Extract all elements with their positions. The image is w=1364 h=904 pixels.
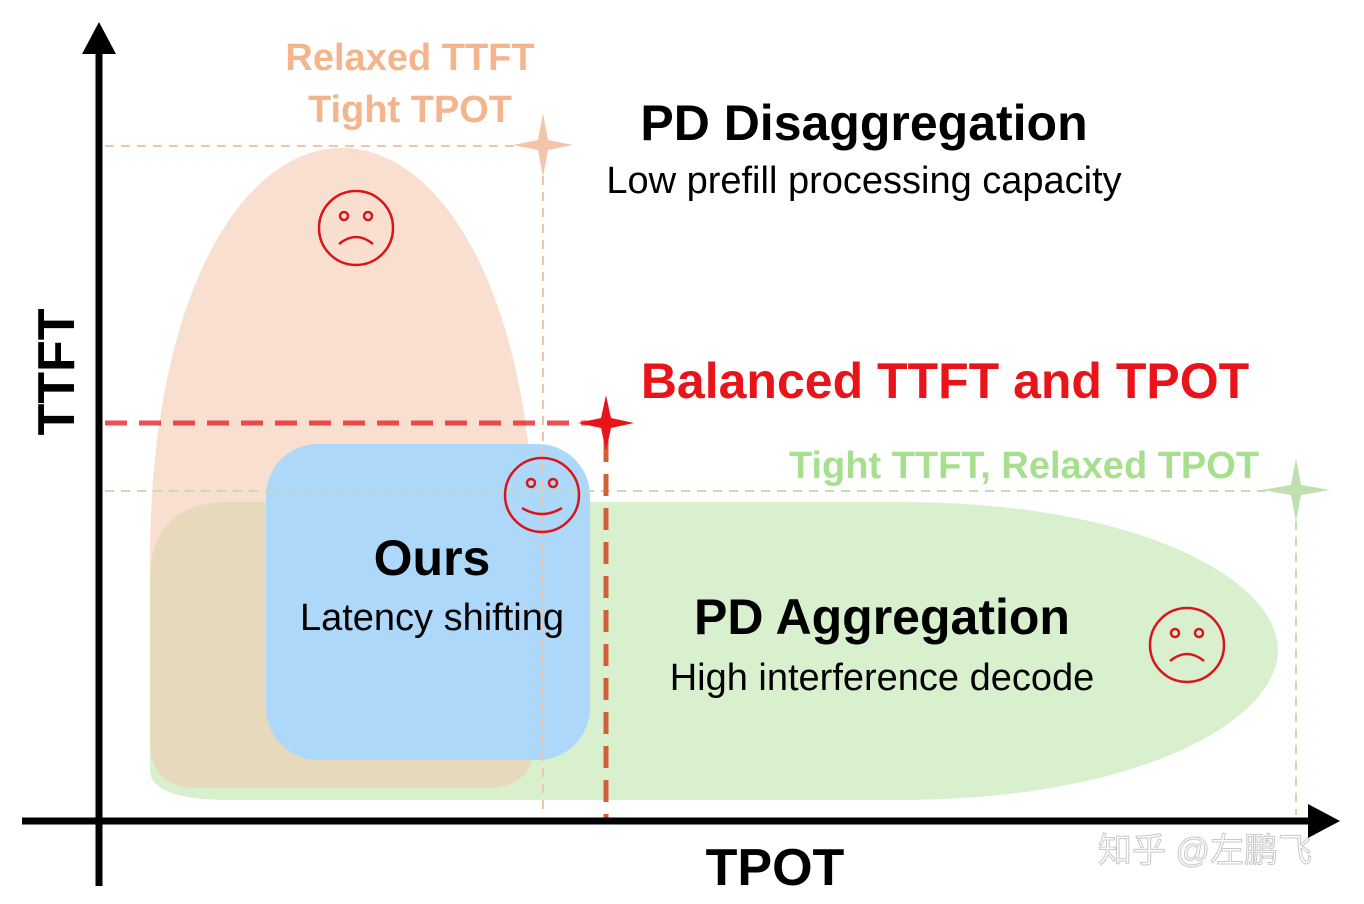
disaggregation-subtitle: Low prefill processing capacity [606,160,1121,202]
green-star-icon [1262,458,1330,522]
y-axis-arrow-icon [82,22,116,54]
y-axis-label: TTFT [28,308,86,435]
tight-ttft-relaxed-tpot-label: Tight TTFT, Relaxed TPOT [789,445,1259,487]
aggregation-title: PD Aggregation [694,589,1070,645]
watermark: 知乎 @左鹏飞 [1098,832,1312,870]
sad-face-icon [1148,606,1226,684]
happy-face-icon [503,456,581,534]
sad-face-icon [317,189,395,267]
tight-tpot-label: Tight TPOT [308,89,512,131]
aggregation-subtitle: High interference decode [670,657,1095,699]
orange-star-icon [513,113,573,177]
ours-region [266,444,590,760]
relaxed-ttft-label: Relaxed TTFT [285,37,534,79]
balanced-label: Balanced TTFT and TPOT [641,353,1249,409]
ours-title: Ours [374,530,491,586]
disaggregation-title: PD Disaggregation [640,95,1087,151]
x-axis-arrow-icon [1308,804,1340,838]
balanced-star-icon [578,395,634,451]
ours-subtitle: Latency shifting [300,597,564,639]
x-axis-label: TPOT [706,839,845,897]
